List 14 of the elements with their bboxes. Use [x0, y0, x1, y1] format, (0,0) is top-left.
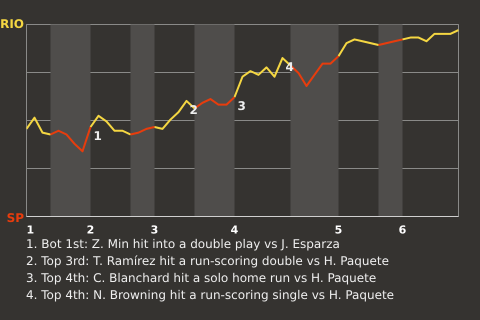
annotation: 1 — [94, 129, 102, 144]
x-tick-label: 4 — [230, 224, 239, 236]
x-tick-label: 3 — [150, 224, 158, 236]
text: 4. Top 4th: N. Browning hit a run-scoring single vs H. Paquete — [26, 287, 394, 304]
x-tick-label: 1 — [26, 224, 34, 236]
x-tick-label: 5 — [334, 224, 342, 236]
x-tick-label: 2 — [86, 224, 94, 236]
text: 1. Bot 1st: Z. Min hit into a double play vs J. Esparza — [26, 236, 341, 253]
x-tick-label: 6 — [398, 224, 407, 236]
text: SP — [6, 211, 24, 225]
text: 2. Top 3rd: T. Ramírez hit a run-scoring double vs H. Paquete — [26, 253, 390, 270]
text: RIO — [0, 17, 24, 31]
text: 3. Top 4th: C. Blanchard hit a solo home run vs H. Paquete — [26, 270, 378, 287]
annotation: 3 — [238, 99, 246, 114]
